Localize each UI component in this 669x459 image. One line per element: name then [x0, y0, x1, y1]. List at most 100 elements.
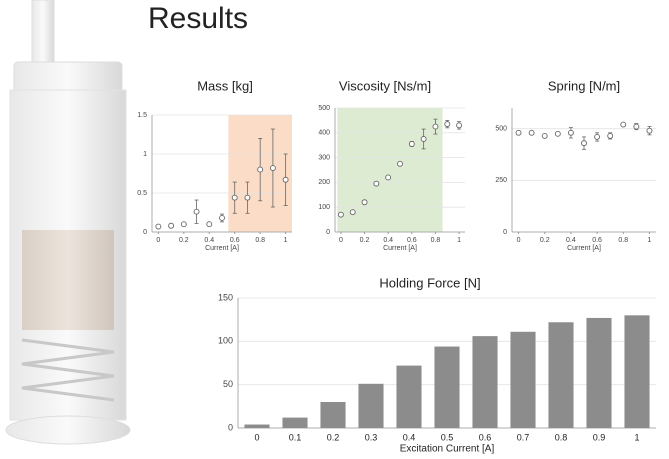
bar	[396, 366, 421, 428]
y-tick-label: 1	[143, 151, 147, 158]
point	[421, 137, 426, 142]
x-axis-label: Excitation Current [A]	[400, 444, 495, 455]
bar	[244, 425, 269, 428]
point	[621, 122, 626, 127]
x-tick-label: 0	[339, 237, 343, 244]
point	[258, 167, 263, 172]
y-tick-label: 0.5	[137, 190, 147, 197]
x-tick-label: 0.4	[566, 237, 576, 244]
x-tick-label: 0.3	[365, 432, 378, 442]
point	[398, 161, 403, 166]
bar	[586, 318, 611, 428]
point	[220, 215, 225, 220]
point	[207, 222, 212, 227]
point	[582, 141, 587, 146]
x-axis-label: Current [A]	[205, 245, 239, 252]
point	[555, 131, 560, 136]
point	[283, 177, 288, 182]
y-tick-label: 100	[218, 336, 233, 346]
slide-title: Results	[148, 2, 248, 35]
x-tick-label: 0.6	[407, 237, 417, 244]
point	[232, 195, 237, 200]
x-tick-label: 1	[457, 237, 461, 244]
x-tick-label: 0.2	[327, 432, 340, 442]
point	[457, 123, 462, 128]
point	[270, 166, 275, 171]
chart-title: Holding Force [N]	[379, 275, 480, 290]
bar	[358, 384, 383, 428]
point	[194, 209, 199, 214]
y-tick-label: 50	[223, 379, 233, 389]
slide: Results Mass [kg] 0 0.5 1 1.5 0 0.2 0.4 0.6 0.8 1 C…	[0, 0, 669, 459]
x-tick-label: 0.6	[230, 237, 240, 244]
point	[245, 195, 250, 200]
x-tick-label: 0.8	[618, 237, 628, 244]
y-tick-label: 100	[318, 204, 330, 211]
y-tick-label: 400	[318, 130, 330, 137]
point	[338, 212, 343, 217]
point	[595, 134, 600, 139]
y-tick-label: 500	[318, 105, 330, 112]
y-tick-label: 0	[228, 422, 233, 432]
x-tick-label: 0.7	[517, 432, 530, 442]
x-tick-label: 0	[517, 237, 521, 244]
bar	[320, 402, 345, 428]
bar	[434, 347, 459, 428]
point	[529, 130, 534, 135]
x-tick-label: 0.8	[255, 237, 265, 244]
point	[409, 141, 414, 146]
point	[608, 133, 613, 138]
x-tick-label: 0	[156, 237, 160, 244]
point	[568, 130, 573, 135]
point	[350, 210, 355, 215]
point	[181, 222, 186, 227]
chart-title: Spring [N/m]	[548, 78, 620, 93]
x-tick-label: 1	[648, 237, 652, 244]
y-tick-label: 0	[326, 229, 330, 236]
x-tick-label: 0.4	[383, 237, 393, 244]
point	[169, 223, 174, 228]
y-tick-label: 0	[143, 229, 147, 236]
y-tick-label: 200	[318, 179, 330, 186]
point	[542, 133, 547, 138]
bar	[282, 418, 307, 428]
chart-title: Viscosity [Ns/m]	[339, 78, 431, 93]
x-tick-label: 0.4	[204, 237, 214, 244]
x-tick-label: 0.2	[360, 237, 370, 244]
x-tick-label: 0.8	[431, 237, 441, 244]
point	[647, 128, 652, 133]
point	[634, 124, 639, 129]
point	[374, 181, 379, 186]
damper-image	[6, 0, 130, 444]
y-tick-label: 150	[218, 292, 233, 302]
bar	[624, 315, 649, 428]
point	[156, 224, 161, 229]
y-tick-label: 0	[503, 229, 507, 236]
x-tick-label: 0.6	[592, 237, 602, 244]
x-tick-label: 1	[634, 432, 639, 442]
point	[362, 200, 367, 205]
x-tick-label: 0.6	[479, 432, 492, 442]
x-axis-label: Current [A]	[567, 245, 601, 252]
x-tick-label: 0.2	[540, 237, 550, 244]
point	[433, 124, 438, 129]
bar	[472, 336, 497, 428]
x-axis-label: Current [A]	[383, 245, 417, 252]
y-tick-label: 500	[495, 126, 507, 133]
x-tick-label: 0	[254, 432, 259, 442]
y-tick-label: 300	[318, 154, 330, 161]
point	[445, 122, 450, 127]
bar	[510, 332, 535, 428]
x-tick-label: 1	[284, 237, 288, 244]
x-tick-label: 0.8	[555, 432, 568, 442]
y-tick-label: 250	[495, 177, 507, 184]
x-tick-label: 0.1	[289, 432, 302, 442]
x-tick-label: 0.4	[403, 432, 416, 442]
x-tick-label: 0.5	[441, 432, 454, 442]
point	[516, 130, 521, 135]
bar	[548, 322, 573, 428]
y-tick-label: 1.5	[137, 112, 147, 119]
chart-title: Mass [kg]	[197, 78, 253, 93]
x-tick-label: 0.2	[179, 237, 189, 244]
point	[386, 175, 391, 180]
